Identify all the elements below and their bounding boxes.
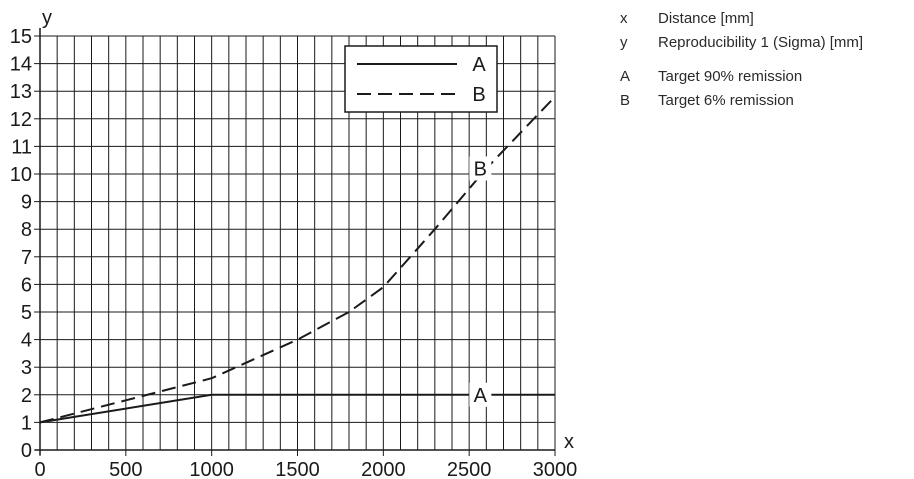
y-tick-label: 7 <box>21 247 32 269</box>
side-legend-text: Distance [mm] <box>658 9 754 27</box>
x-tick-label: 2000 <box>361 459 406 479</box>
grid <box>39 35 556 451</box>
x-tick-label: 1500 <box>275 459 320 479</box>
side-legend-row-a: A Target 90% remission <box>620 64 910 88</box>
curve-label-b: B <box>474 158 487 180</box>
x-tick-label: 500 <box>109 459 142 479</box>
plot-legend-label: A <box>472 54 486 76</box>
side-legend: x Distance [mm] y Reproducibility 1 (Sig… <box>620 6 910 112</box>
y-tick-label: 1 <box>21 412 32 434</box>
side-legend-row-y: y Reproducibility 1 (Sigma) [mm] <box>620 30 910 54</box>
y-tick-label: 8 <box>21 219 32 241</box>
x-tick-label: 1000 <box>189 459 234 479</box>
y-axis-label: y <box>42 7 52 29</box>
y-tick-label: 12 <box>10 109 32 131</box>
y-tick-label: 11 <box>11 136 32 158</box>
side-legend-row-x: x Distance [mm] <box>620 6 910 30</box>
y-tick-label: 10 <box>10 164 32 186</box>
side-legend-text: Target 90% remission <box>658 67 803 85</box>
side-legend-text: Reproducibility 1 (Sigma) [mm] <box>658 33 864 51</box>
y-tick-label: 2 <box>21 385 32 407</box>
y-tick-label: 0 <box>21 440 32 462</box>
series-line-a <box>39 393 555 424</box>
y-tick-label: 15 <box>10 26 32 48</box>
x-axis-label: x <box>564 431 574 453</box>
side-legend-key: x <box>620 9 628 27</box>
x-tick-label: 0 <box>34 459 45 479</box>
y-tick-label: 6 <box>21 274 32 296</box>
plot-legend-label: B <box>472 84 485 106</box>
y-tick-label: 4 <box>21 330 32 352</box>
side-legend-key: B <box>620 91 631 109</box>
x-tick-label: 3000 <box>533 459 578 479</box>
x-tick-label: 2500 <box>447 459 492 479</box>
y-tick-label: 3 <box>21 357 32 379</box>
y-tick-label: 13 <box>10 81 32 103</box>
curve-label-background <box>469 382 492 407</box>
y-tick-label: 14 <box>10 54 32 76</box>
curve-label-background <box>469 156 492 181</box>
side-legend-key: y <box>620 33 628 51</box>
y-tick-label: 9 <box>21 192 32 214</box>
plot-legend-box <box>344 45 498 113</box>
curve-label-a: A <box>474 385 488 407</box>
side-legend-row-b: B Target 6% remission <box>620 88 910 112</box>
side-legend-text: Target 6% remission <box>658 91 794 109</box>
side-legend-key: A <box>620 67 631 85</box>
y-tick-label: 5 <box>21 302 32 324</box>
